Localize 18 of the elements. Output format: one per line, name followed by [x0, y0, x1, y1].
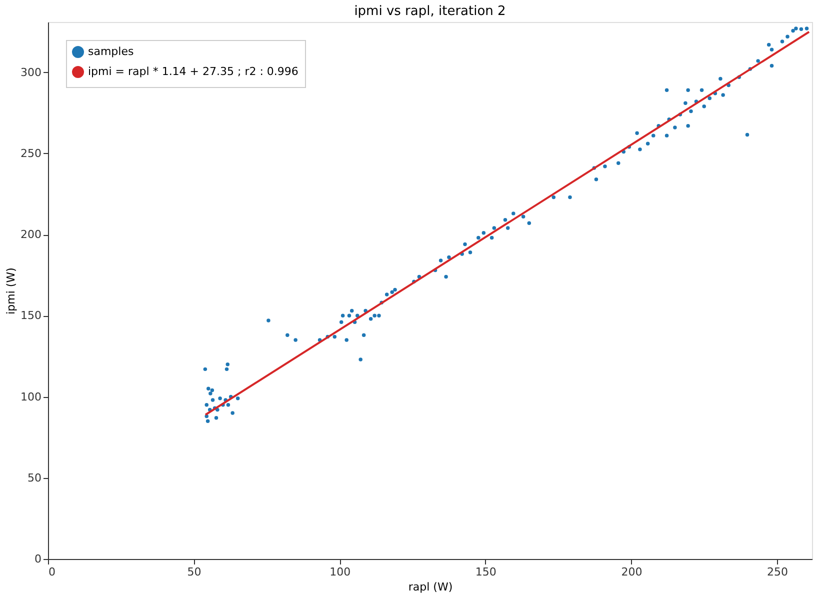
- x-tick-label: 200: [621, 566, 642, 578]
- x-axis-title: rapl (W): [408, 580, 453, 594]
- legend-label: samples: [88, 45, 134, 58]
- x-tick-label: 250: [767, 566, 788, 578]
- y-axis-title: ipmi (W): [4, 268, 18, 314]
- y-tick-label: 250: [20, 146, 42, 160]
- y-tick-label: 150: [20, 309, 42, 322]
- y-tick-label: 300: [20, 66, 42, 79]
- y-tick-label: 50: [28, 471, 42, 484]
- chart-title: ipmi vs rapl, iteration 2: [354, 4, 506, 19]
- x-tick-label: 0: [48, 566, 56, 578]
- x-tick-label: 50: [187, 566, 202, 578]
- x-tick-label: 100: [330, 566, 351, 578]
- legend-label: ipmi = rapl * 1.14 + 27.35 ; r2 : 0.996: [88, 65, 298, 78]
- x-tick-label: 150: [475, 566, 496, 578]
- y-tick-label: 200: [20, 228, 42, 242]
- y-tick-label: 100: [20, 390, 42, 404]
- y-tick-label: 0: [34, 552, 42, 566]
